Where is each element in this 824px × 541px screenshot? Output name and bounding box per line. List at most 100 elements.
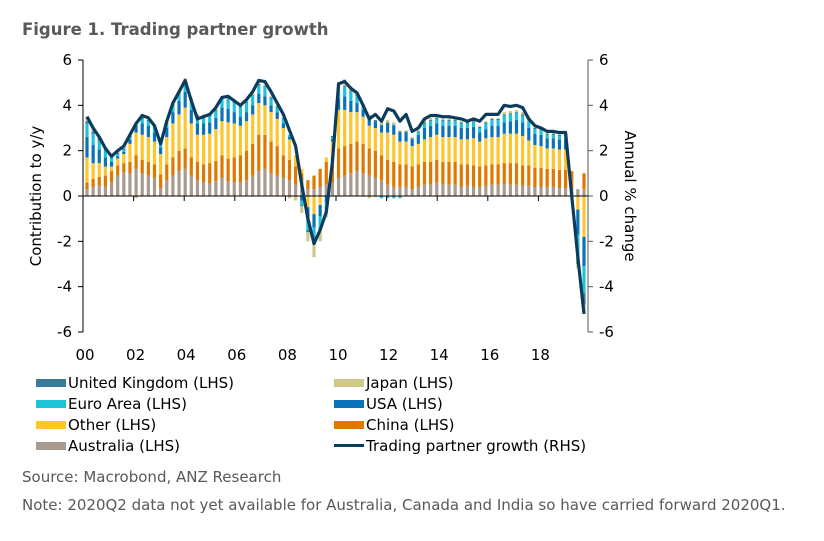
bar-segment <box>146 175 150 196</box>
bar-segment <box>318 205 322 217</box>
bar-segment <box>582 266 586 294</box>
bar-segment <box>220 98 224 108</box>
bar-segment <box>557 133 562 135</box>
bar-segment <box>508 184 512 196</box>
bar-segment <box>312 214 316 228</box>
bar-segment <box>214 111 218 118</box>
bar-segment <box>177 171 181 196</box>
x-tick-label: 16 <box>480 346 499 364</box>
bar-segment <box>122 148 126 150</box>
bar-segment <box>398 130 402 132</box>
bar-segment <box>484 185 488 196</box>
bar-segment <box>189 157 193 176</box>
bar-segment <box>447 117 451 121</box>
bar-segment <box>159 188 163 196</box>
bar-segment <box>263 86 267 88</box>
bar-segment <box>165 137 169 165</box>
bar-segment <box>343 86 347 88</box>
bar-segment <box>109 182 114 196</box>
bar-segment <box>281 118 285 124</box>
bar-segment <box>392 196 396 199</box>
bar-segment <box>521 114 525 116</box>
line-layer <box>85 78 586 315</box>
bar-segment <box>527 140 531 166</box>
bar-segment <box>459 123 463 128</box>
bar-segment <box>490 164 494 185</box>
bar-segment <box>103 166 108 176</box>
bar-segment <box>496 117 500 119</box>
x-tick-label: 08 <box>278 346 297 364</box>
bar-segment <box>226 108 230 123</box>
bar-segment <box>116 152 120 155</box>
bar-segment <box>496 125 500 138</box>
bar-segment <box>502 133 506 164</box>
bar-segment <box>275 112 279 119</box>
bar-segment <box>465 139 470 165</box>
bar-segment <box>263 87 267 97</box>
bar-segment <box>165 128 169 138</box>
bar-segment <box>386 132 390 160</box>
bar-segment <box>373 128 377 151</box>
bar-segment <box>484 129 488 139</box>
bar-segment <box>453 137 457 162</box>
bar-segment <box>343 96 347 110</box>
bar-segment <box>146 137 150 162</box>
bar-segment <box>232 157 236 183</box>
bar-segment <box>416 131 420 133</box>
bar-segment <box>398 196 402 199</box>
bar-segment <box>447 120 451 122</box>
bar-segment <box>165 164 169 181</box>
bar-segment <box>453 121 457 126</box>
bar-segment <box>116 175 120 196</box>
bar-segment <box>410 146 414 167</box>
bar-segment <box>490 118 494 121</box>
bar-segment <box>238 116 242 126</box>
bar-segment <box>459 186 463 196</box>
bar-segment <box>159 147 163 155</box>
bar-segment <box>545 133 549 135</box>
bar-segment <box>429 137 433 162</box>
bar-segment <box>508 113 512 115</box>
bar-segment <box>533 167 537 187</box>
bar-segment <box>140 173 144 196</box>
bar-segment <box>422 139 427 162</box>
bar-segment <box>386 120 390 123</box>
bar-segment <box>502 112 506 115</box>
bar-segment <box>502 183 506 196</box>
bar-segment <box>545 186 549 196</box>
bar-segment <box>533 145 537 168</box>
bar-segment <box>533 133 537 145</box>
bar-segment <box>128 173 132 196</box>
bar-segment <box>146 162 150 176</box>
bar-segment <box>257 134 261 172</box>
bar-segment <box>361 116 365 144</box>
bar-segment <box>582 236 586 267</box>
bar-segment <box>318 186 322 196</box>
bar-segment <box>422 122 427 124</box>
legend-label: Other (LHS) <box>68 416 157 434</box>
bar-segment <box>214 181 218 196</box>
bar-segment <box>269 97 273 99</box>
bar-segment <box>134 168 138 196</box>
bar-segment <box>379 155 384 181</box>
bar-segment <box>478 125 482 127</box>
bar-segment <box>471 121 476 123</box>
bar-segment <box>508 133 512 164</box>
legend-swatch <box>36 378 66 387</box>
bar-segment <box>521 185 525 196</box>
bar-segment <box>312 243 316 258</box>
bar-segment <box>502 115 506 123</box>
bar-segment <box>146 120 150 122</box>
x-tick-label: 12 <box>379 346 398 364</box>
bar-segment <box>177 150 181 172</box>
bar-segment <box>85 137 89 158</box>
bar-segment <box>367 118 371 126</box>
bar-segment <box>336 177 341 196</box>
bar-segment <box>539 167 543 187</box>
bar-segment <box>367 175 371 196</box>
bar-segment <box>416 186 420 196</box>
bar-segment <box>343 146 347 176</box>
bar-segment <box>336 148 341 178</box>
bar-segment <box>392 122 396 125</box>
